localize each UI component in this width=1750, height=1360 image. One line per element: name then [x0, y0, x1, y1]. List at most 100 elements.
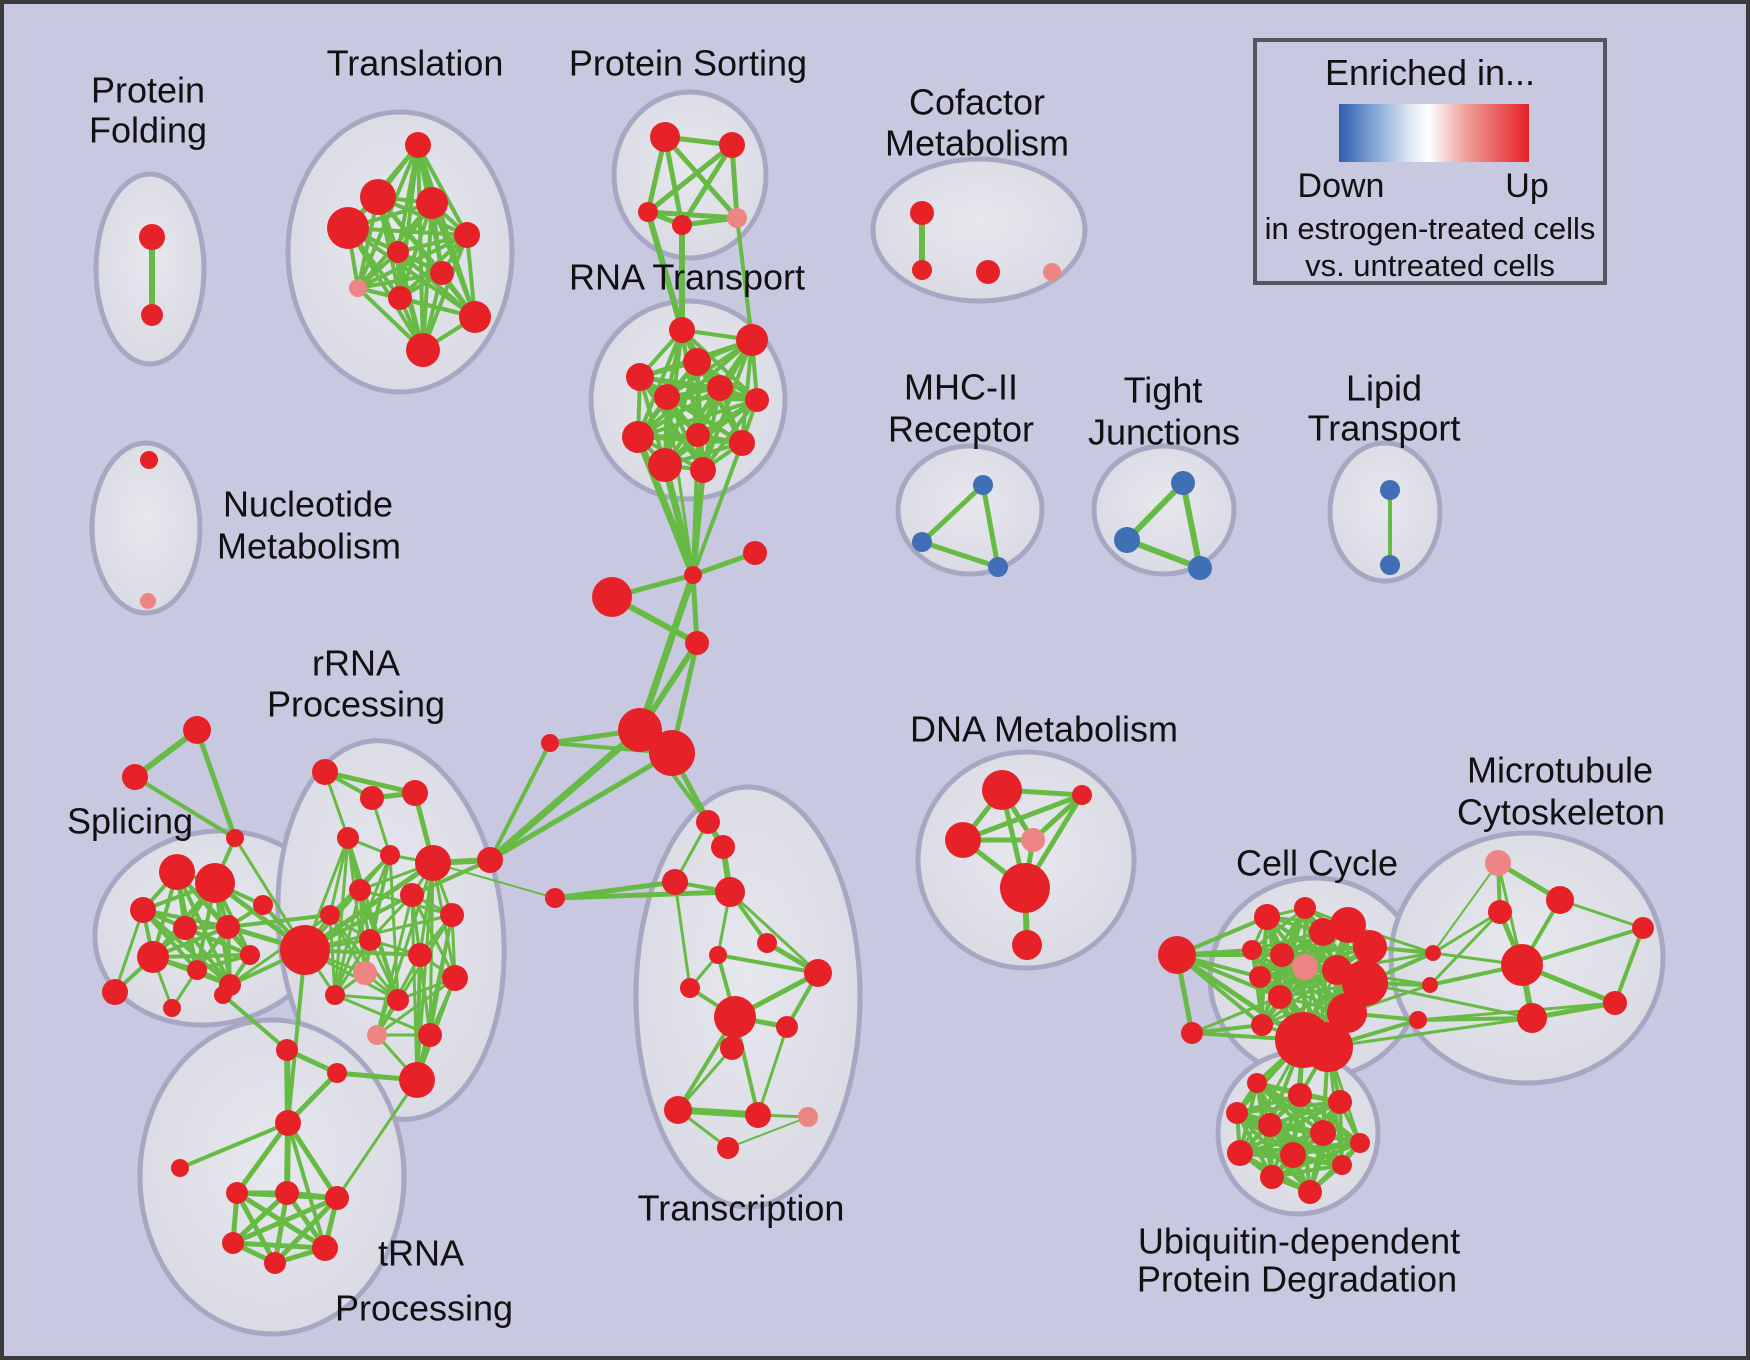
network-edge	[368, 938, 400, 1002]
cluster-label: Folding	[89, 110, 207, 151]
network-node	[139, 224, 165, 250]
cluster-label: Nucleotide	[223, 484, 393, 525]
legend-up-label: Up	[1505, 167, 1549, 205]
network-edge	[430, 201, 477, 319]
cluster-label: Protein Sorting	[569, 43, 807, 84]
network-node	[360, 179, 396, 215]
network-edge	[980, 482, 1001, 570]
network-node	[253, 895, 273, 915]
network-node	[1517, 1003, 1547, 1033]
cluster-label: Ubiquitin-dependent	[1138, 1221, 1460, 1262]
network-edge	[728, 890, 820, 975]
network-edge	[194, 727, 238, 841]
network-node	[312, 1235, 338, 1261]
network-node	[442, 965, 468, 991]
network-node	[626, 363, 654, 391]
network-edge	[328, 836, 350, 917]
network-node	[216, 915, 240, 939]
network-node	[327, 1063, 347, 1083]
network-node	[416, 187, 448, 219]
network-edge	[665, 395, 695, 577]
network-edge	[178, 1121, 290, 1170]
network-node	[650, 122, 680, 152]
network-edge	[234, 1120, 291, 1196]
network-node	[684, 566, 702, 584]
network-node	[399, 1062, 435, 1098]
network-node	[1380, 480, 1400, 500]
network-node	[400, 883, 424, 907]
network-node	[662, 869, 688, 895]
cluster-ellipse-trna-processing	[137, 1017, 407, 1337]
network-node	[1021, 828, 1045, 852]
network-node	[976, 260, 1000, 284]
network-node	[353, 961, 377, 985]
network-node	[1043, 263, 1061, 281]
network-node	[541, 734, 559, 752]
cluster-label: Protein Degradation	[1137, 1259, 1457, 1300]
network-node	[183, 716, 211, 744]
legend-down-label: Down	[1297, 167, 1385, 205]
network-edge	[1238, 1131, 1325, 1155]
cluster-label: DNA Metabolism	[910, 709, 1178, 750]
network-edge	[662, 134, 740, 221]
network-node	[1188, 556, 1212, 580]
cluster-label: Receptor	[888, 409, 1034, 450]
network-node	[664, 1096, 692, 1124]
network-edge	[552, 889, 733, 901]
network-node	[275, 1110, 301, 1136]
network-node	[1227, 1140, 1253, 1166]
network-edge	[221, 993, 289, 1052]
network-edge	[133, 775, 237, 840]
legend-caption-line1: in estrogen-treated cells	[1264, 211, 1596, 246]
cluster-label: Protein	[91, 70, 205, 111]
network-node	[1328, 1090, 1352, 1114]
network-edge	[375, 913, 454, 1037]
network-edge	[356, 233, 469, 290]
network-node	[1294, 897, 1316, 919]
network-edge	[328, 913, 337, 997]
network-edge	[1431, 910, 1502, 955]
network-edge	[919, 482, 986, 545]
network-node	[1171, 471, 1195, 495]
network-node	[729, 430, 755, 456]
network-node	[171, 1159, 189, 1177]
network-edge	[960, 792, 1085, 843]
network-edge	[346, 226, 425, 352]
network-node	[669, 317, 695, 343]
network-node	[1298, 1180, 1322, 1204]
network-edge	[701, 398, 759, 472]
network-node	[440, 903, 464, 927]
network-node	[1072, 785, 1092, 805]
network-node	[337, 827, 359, 849]
legend-caption-line2: vs. untreated cells	[1305, 248, 1555, 283]
cluster-label: Metabolism	[885, 123, 1069, 164]
network-edge	[1190, 1023, 1264, 1035]
network-node	[1158, 936, 1196, 974]
network-node	[325, 985, 345, 1005]
network-node	[1270, 943, 1294, 967]
network-node	[214, 986, 232, 1004]
network-edge	[333, 836, 350, 997]
network-node	[226, 829, 244, 847]
cluster-label: Processing	[267, 684, 445, 725]
network-edge	[691, 433, 700, 577]
network-edge	[1428, 910, 1502, 987]
network-node	[717, 1137, 739, 1159]
network-node	[696, 810, 720, 834]
network-node	[622, 421, 654, 453]
network-node	[685, 631, 709, 655]
cluster-label: Cell Cycle	[1236, 843, 1398, 884]
network-node	[137, 941, 169, 973]
network-node	[638, 202, 658, 222]
network-node	[102, 979, 128, 1005]
legend-gradient-bar	[1339, 104, 1529, 162]
network-node	[415, 845, 451, 881]
network-node	[1380, 555, 1400, 575]
network-node	[672, 215, 692, 235]
cluster-ellipse-mhc-ii-receptor	[895, 443, 1045, 577]
network-node	[359, 929, 381, 951]
network-edge	[234, 1190, 278, 1266]
network-edge	[285, 1120, 340, 1201]
